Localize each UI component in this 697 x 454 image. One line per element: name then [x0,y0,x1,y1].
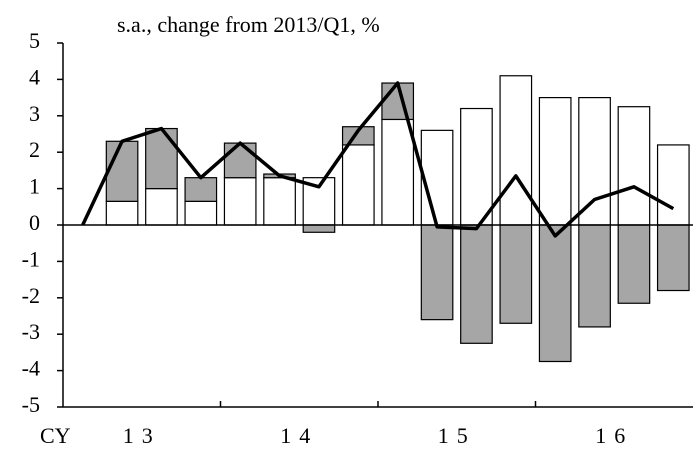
line-series [81,81,675,238]
bar [420,224,454,321]
y-tick-label: -2 [22,283,40,308]
x-tick-label: 15 [438,423,476,448]
bar [420,129,454,226]
bar [617,224,651,304]
bar [656,144,690,226]
bar [105,200,139,226]
x-tick-label: 16 [595,423,633,448]
bar [617,106,651,226]
bar [538,224,572,363]
bar [460,107,493,226]
bar [302,224,336,233]
y-tick-label: 0 [29,210,40,235]
bar [223,177,257,226]
bar [145,127,178,190]
y-tick-label: 5 [29,28,40,53]
x-tick-label: 13 [123,423,161,448]
bar [578,224,611,328]
y-tick-label: -5 [22,392,40,417]
bar [184,200,218,226]
bar [460,224,493,344]
bar [184,177,218,202]
bar [145,188,178,226]
bar [381,118,415,226]
bar [656,224,690,292]
y-tick-label: -4 [22,356,40,381]
y-tick-label: -3 [22,319,40,344]
bar [105,140,139,202]
x-tick-label: 14 [280,423,318,448]
y-tick-label: 3 [29,101,40,126]
bar [499,75,533,226]
bar [578,96,611,226]
y-tick-label: 4 [29,64,40,89]
y-tick-label: -1 [22,246,40,271]
bar [538,96,572,226]
chart-subtitle: s.a., change from 2013/Q1, % [117,12,380,37]
bar [223,142,257,179]
bar [341,144,375,226]
bar [263,177,296,226]
y-tick-label: 2 [29,137,40,162]
bar [499,224,533,324]
x-axis-label: CY [40,423,71,448]
y-tick-label: 1 [29,174,40,199]
